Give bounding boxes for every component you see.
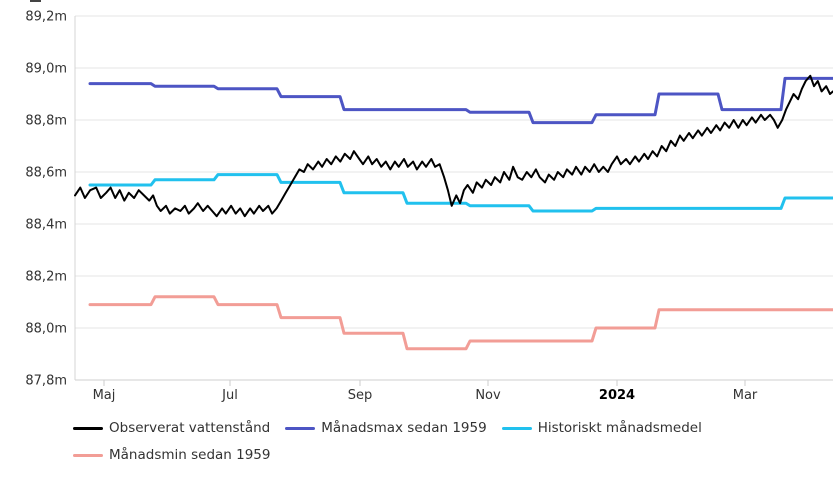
y-axis-label: 88,4m: [25, 218, 67, 233]
legend-item-monthly-min[interactable]: Månadsmin sedan 1959: [73, 447, 271, 463]
y-axis-label: 89,2m: [25, 10, 67, 25]
y-axis-label: 88,6m: [25, 166, 67, 181]
chart-plot-area: 89,2m 89,0m 88,8m 88,6m 88,4m 88,2m 88,0m 87,8m…: [25, 10, 833, 403]
y-axis-label: 88,8m: [25, 114, 67, 129]
legend-item-observed[interactable]: Observerat vattenstånd: [73, 420, 270, 436]
observed-line: [74, 74, 833, 218]
legend-label: Historiskt månadsmedel: [537, 420, 702, 436]
legend-item-monthly-max[interactable]: Månadsmax sedan 1959: [285, 420, 487, 436]
y-axis-label: 88,0m: [25, 322, 67, 337]
observed-line-swatch: [73, 426, 103, 430]
x-axis-label: Mar: [733, 388, 758, 403]
monthly-max-line-swatch: [285, 426, 316, 430]
x-axis-label: Nov: [475, 388, 501, 403]
x-axis-label: Jul: [221, 388, 238, 403]
legend-row: Observerat vattenstånd Månadsmax sedan 1…: [73, 420, 833, 436]
legend-label: Månadsmax sedan 1959: [321, 420, 487, 436]
monthly-max-line: [88, 76, 833, 125]
monthly-min-line-swatch: [73, 453, 103, 457]
historical-mean-line-swatch: [501, 426, 532, 430]
legend-row: Månadsmin sedan 1959: [73, 447, 833, 463]
historical-mean-line: [88, 173, 833, 213]
monthly-min-line: [88, 295, 833, 351]
x-axis-label: 2024: [599, 388, 635, 403]
chart-legend: Observerat vattenstånd Månadsmax sedan 1…: [0, 420, 833, 463]
y-axis-label: 88,2m: [25, 270, 67, 285]
legend-label: Observerat vattenstånd: [109, 420, 271, 436]
x-axis-label: Maj: [93, 388, 116, 403]
clipped-text-artifact: [30, 0, 41, 2]
legend-item-historical-mean[interactable]: Historiskt månadsmedel: [501, 420, 702, 436]
legend-label: Månadsmin sedan 1959: [109, 447, 271, 463]
y-axis-label: 89,0m: [25, 62, 67, 77]
x-axis-label: Sep: [348, 388, 373, 403]
y-axis-label: 87,8m: [25, 374, 67, 389]
